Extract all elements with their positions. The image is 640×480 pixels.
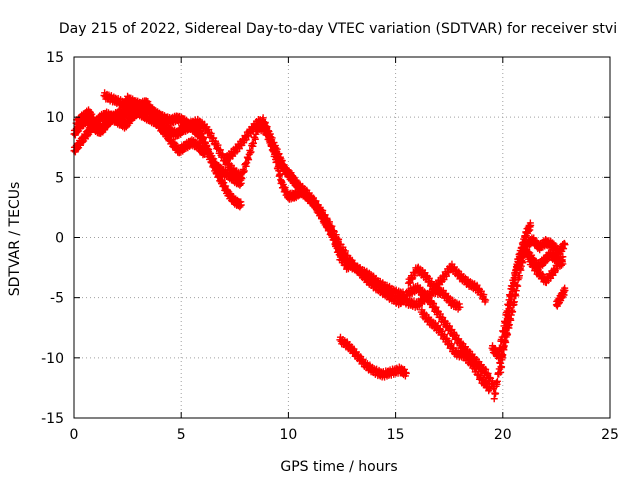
series-track-k bbox=[396, 284, 464, 313]
y-tick-label: -15 bbox=[41, 411, 64, 427]
y-tick-label: 10 bbox=[46, 110, 64, 126]
y-tick-label: 0 bbox=[55, 231, 64, 247]
data-point bbox=[493, 377, 501, 385]
x-tick-label: 0 bbox=[70, 427, 79, 443]
x-tick-label: 25 bbox=[601, 427, 619, 443]
data-point bbox=[273, 158, 281, 166]
y-tick-label: -5 bbox=[50, 291, 64, 307]
y-axis-label: SDTVAR / TECUs bbox=[7, 182, 23, 297]
data-point bbox=[498, 363, 506, 371]
y-tick-label: 5 bbox=[55, 170, 64, 186]
data-point bbox=[266, 133, 274, 141]
data-point bbox=[492, 389, 500, 397]
data-point bbox=[249, 139, 257, 147]
data-point bbox=[561, 241, 569, 249]
x-tick-label: 15 bbox=[387, 427, 405, 443]
series-track-i bbox=[404, 260, 490, 306]
x-tick-label: 10 bbox=[279, 427, 297, 443]
series-track-n bbox=[497, 219, 535, 376]
x-tick-label: 5 bbox=[177, 427, 186, 443]
data-point bbox=[456, 303, 464, 311]
data-point bbox=[268, 140, 276, 148]
data-point bbox=[502, 325, 510, 333]
series-track-o bbox=[525, 253, 567, 287]
data-point bbox=[499, 351, 507, 359]
data-point bbox=[143, 101, 151, 109]
series-track-h bbox=[336, 333, 410, 381]
series-track-j bbox=[417, 306, 494, 395]
data-point bbox=[240, 167, 248, 175]
grid bbox=[74, 57, 610, 418]
x-axis-label: GPS time / hours bbox=[280, 459, 397, 475]
series-track-d bbox=[100, 89, 151, 114]
data-point bbox=[509, 288, 517, 296]
series-track-p bbox=[552, 284, 569, 310]
data-point bbox=[561, 286, 569, 294]
series-track-g bbox=[259, 114, 408, 301]
data-point bbox=[402, 369, 410, 377]
data-point bbox=[506, 306, 514, 314]
x-tick-label: 20 bbox=[494, 427, 512, 443]
axis-ticks: 0 5 10 15 20 25 -15 -10 -5 0 5 10 15 bbox=[41, 50, 619, 443]
data-point bbox=[559, 253, 567, 261]
data-point bbox=[512, 269, 520, 277]
y-tick-label: 15 bbox=[46, 50, 64, 66]
data-point bbox=[527, 221, 535, 229]
data-point bbox=[486, 385, 494, 393]
data-marks bbox=[70, 89, 569, 403]
data-point bbox=[510, 280, 518, 288]
data-point bbox=[247, 148, 255, 156]
data-point bbox=[482, 296, 490, 304]
y-tick-label: -10 bbox=[41, 351, 64, 367]
chart-title: Day 215 of 2022, Sidereal Day-to-day VTE… bbox=[59, 21, 617, 37]
data-point bbox=[237, 201, 245, 209]
data-point bbox=[201, 150, 209, 158]
